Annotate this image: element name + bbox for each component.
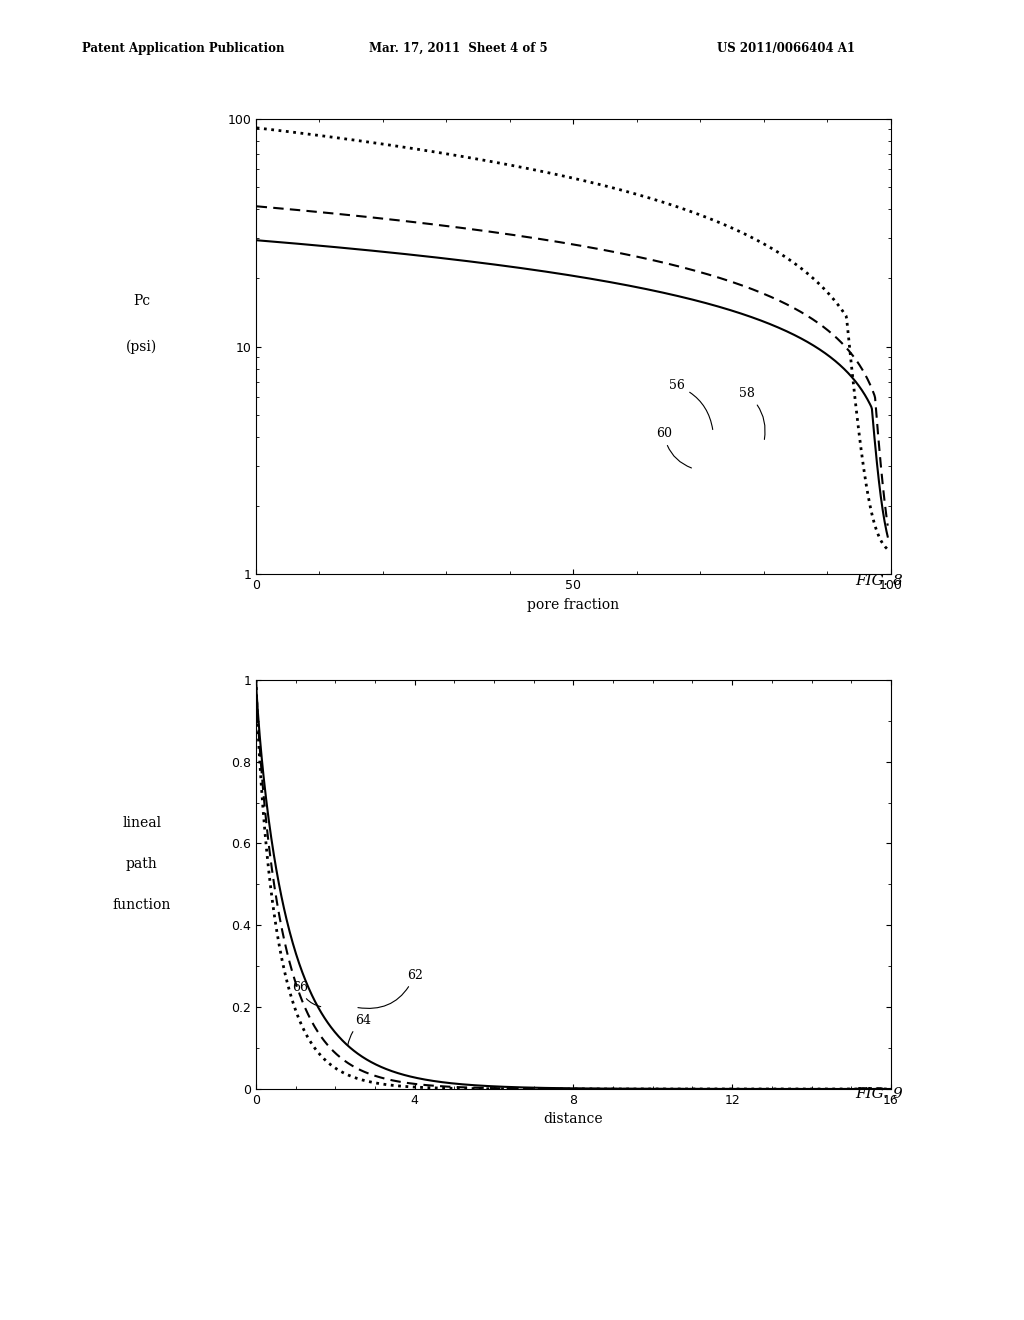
Text: Mar. 17, 2011  Sheet 4 of 5: Mar. 17, 2011 Sheet 4 of 5: [369, 42, 547, 55]
Text: Patent Application Publication: Patent Application Publication: [82, 42, 285, 55]
Text: 60: 60: [656, 428, 691, 469]
Text: lineal: lineal: [122, 816, 162, 830]
Text: function: function: [113, 898, 171, 912]
Text: 56: 56: [669, 379, 713, 429]
Text: US 2011/0066404 A1: US 2011/0066404 A1: [717, 42, 855, 55]
Text: FIG. 8: FIG. 8: [855, 574, 903, 587]
Text: 64: 64: [348, 1014, 371, 1045]
Text: (psi): (psi): [126, 339, 158, 354]
X-axis label: distance: distance: [544, 1113, 603, 1126]
Text: 66: 66: [292, 981, 321, 1007]
Text: Pc: Pc: [133, 294, 151, 308]
Text: path: path: [126, 857, 158, 871]
Text: 62: 62: [358, 969, 423, 1008]
X-axis label: pore fraction: pore fraction: [527, 598, 620, 611]
Text: 58: 58: [738, 387, 765, 440]
Text: FIG. 9: FIG. 9: [855, 1088, 903, 1101]
